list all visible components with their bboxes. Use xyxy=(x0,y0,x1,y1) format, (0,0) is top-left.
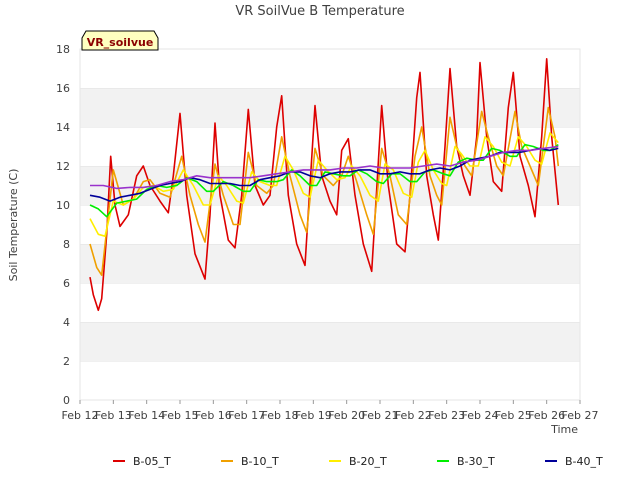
x-tick-label: Feb 19 xyxy=(295,409,332,422)
y-tick-label: 16 xyxy=(56,82,70,95)
legend-item-b-30-t: B-30_T xyxy=(437,455,495,468)
legend-item-b-20-t: B-20_T xyxy=(329,455,387,468)
legend-label: B-10_T xyxy=(241,455,279,468)
x-tick-label: Feb 22 xyxy=(395,409,432,422)
series-line-b-50-t xyxy=(90,145,559,190)
legend: B-05_TB-10_TB-20_TB-30_TB-40_TB-50_T xyxy=(113,455,603,468)
legend-item-b-10-t: B-10_T xyxy=(221,455,279,468)
grid-band xyxy=(80,88,580,127)
x-tick-label: Feb 25 xyxy=(495,409,532,422)
x-tick-label: Feb 12 xyxy=(62,409,99,422)
annotation-badge-label: VR_soilvue xyxy=(87,36,154,49)
x-tick-label: Feb 16 xyxy=(195,409,232,422)
y-tick-label: 4 xyxy=(63,316,70,329)
grid-band xyxy=(80,205,580,244)
annotation-badge-box xyxy=(81,30,159,51)
y-tick-label: 0 xyxy=(63,394,70,407)
x-tick-label: Feb 24 xyxy=(462,409,499,422)
x-tick-label: Feb 13 xyxy=(95,409,132,422)
series-line-b-10-t xyxy=(89,106,560,276)
grid-band xyxy=(80,283,580,322)
grid-band xyxy=(80,127,580,166)
y-axis-label: Soil Temperature (C) xyxy=(7,169,20,282)
grid-band xyxy=(80,322,580,361)
grid-band xyxy=(80,361,580,400)
x-tick-label: Feb 14 xyxy=(128,409,165,422)
y-tick-label: 8 xyxy=(63,238,70,251)
x-tick-label: Feb 17 xyxy=(228,409,265,422)
series-line-b-40-t xyxy=(89,147,559,202)
series-line-b-05-t xyxy=(89,58,560,312)
legend-item-b-05-t: B-05_T xyxy=(113,455,171,468)
grid-band xyxy=(80,244,580,283)
plot-frame xyxy=(79,48,581,401)
y-tick-label: 12 xyxy=(56,160,70,173)
legend-label: B-30_T xyxy=(457,455,495,468)
y-axis: 0 2 4 6 8 10 12 14 16 18 xyxy=(56,43,70,407)
legend-label: B-05_T xyxy=(133,455,171,468)
legend-label: B-20_T xyxy=(349,455,387,468)
x-axis-label: Time xyxy=(550,423,578,436)
legend-item-b-40-t: B-40_T xyxy=(545,455,603,468)
annotation-badge: VR_soilvue xyxy=(81,30,159,51)
series-group xyxy=(89,58,560,312)
x-tick-label: Feb 26 xyxy=(528,409,565,422)
x-tick-label: Feb 21 xyxy=(362,409,399,422)
y-tick-label: 10 xyxy=(56,199,70,212)
y-tick-label: 18 xyxy=(56,43,70,56)
grid-bands xyxy=(80,48,580,400)
legend-label: B-40_T xyxy=(565,455,603,468)
x-tick-label: Feb 15 xyxy=(162,409,199,422)
x-tick-label: Feb 20 xyxy=(328,409,365,422)
grid-band xyxy=(80,49,580,88)
x-tick-label: Feb 27 xyxy=(562,409,599,422)
chart-title: VR SoilVue B Temperature xyxy=(235,4,404,19)
y-tick-label: 6 xyxy=(63,277,70,290)
x-tick-label: Feb 18 xyxy=(262,409,299,422)
y-tick-label: 2 xyxy=(63,355,70,368)
y-tick-label: 14 xyxy=(56,121,70,134)
x-tick-label: Feb 23 xyxy=(428,409,465,422)
